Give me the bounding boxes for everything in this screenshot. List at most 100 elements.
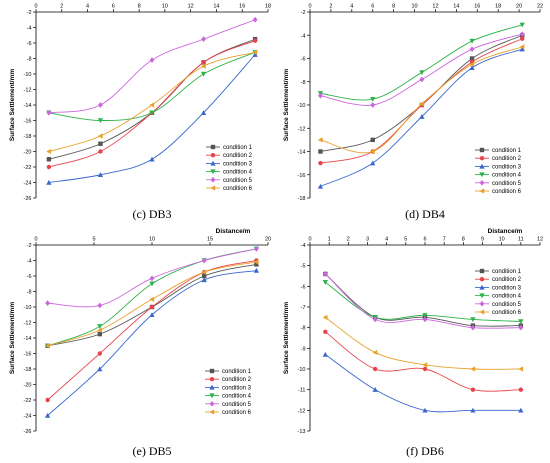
x-tick-label: 0 (34, 4, 37, 10)
x-tick-label: 18 (495, 4, 501, 10)
legend-label: condition 1 (492, 269, 522, 275)
data-point (322, 280, 328, 285)
data-point (149, 296, 155, 302)
y-axis-title: Surface Settlement/mm (9, 302, 16, 374)
series-3 (46, 51, 258, 185)
x-tick-label: 5 (404, 237, 407, 243)
y-tick-label: -14 (24, 103, 32, 109)
x-tick-label: 7 (443, 237, 446, 243)
legend-label: condition 3 (223, 161, 253, 167)
data-point (469, 46, 475, 53)
y-tick-label: -2 (301, 10, 306, 16)
legend-label: condition 5 (222, 402, 252, 408)
data-point (470, 387, 476, 392)
data-point (97, 366, 103, 372)
data-point (44, 343, 50, 349)
data-point (470, 366, 476, 372)
data-point (317, 137, 323, 143)
x-tick-label: 4 (86, 4, 89, 10)
panel-caption: (f) DB6 (406, 444, 444, 458)
data-point (519, 44, 525, 50)
data-point (370, 96, 376, 102)
series-5 (46, 16, 258, 116)
series-line (320, 38, 523, 164)
series-3 (322, 351, 524, 413)
data-point (149, 57, 155, 63)
legend-label: condition 1 (222, 369, 252, 375)
x-tick-label: 1 (328, 237, 331, 243)
data-point (97, 118, 104, 124)
legend-label: condition 4 (223, 170, 253, 176)
data-point (422, 316, 428, 323)
y-tick-label: -10 (298, 103, 306, 109)
data-point (201, 277, 207, 283)
y-tick-label: -5 (301, 264, 306, 270)
y-tick-label: -12 (298, 408, 306, 414)
data-point (201, 269, 207, 275)
data-point (419, 70, 425, 76)
data-point (201, 257, 207, 264)
x-tick-label: 14 (213, 4, 219, 10)
data-point (252, 38, 258, 43)
legend-marker (479, 300, 485, 307)
data-point (149, 110, 155, 116)
data-point (318, 92, 323, 99)
y-tick-label: -11 (298, 388, 306, 394)
legend-marker (210, 153, 216, 158)
y-tick-label: -20 (24, 150, 32, 156)
legend-marker (479, 277, 485, 282)
x-tick-label: 10 (499, 237, 505, 243)
data-point (470, 317, 476, 323)
data-point (46, 164, 52, 170)
x-tick-label: 2 (347, 237, 350, 243)
data-point (469, 65, 475, 70)
data-point (46, 157, 52, 162)
legend-marker (210, 185, 216, 191)
data-point (44, 412, 51, 418)
data-point (253, 259, 259, 265)
x-tick-label: 10 (162, 4, 168, 10)
x-tick-label: 0 (34, 237, 37, 243)
data-point (149, 312, 155, 317)
legend: condition 1 condition 2 condition 3 conditi… (475, 147, 522, 195)
legend-marker (209, 400, 215, 407)
data-point (322, 271, 328, 277)
series-line (325, 354, 521, 413)
legend-label: condition 6 (492, 310, 522, 316)
y-tick-label: -18 (24, 367, 32, 373)
y-axis-title: Surface Settlement/mm (9, 69, 16, 141)
y-axis-title: Surface Settlement/mm (283, 69, 290, 141)
legend: condition 1 condition 2 condition 3 conditi… (475, 268, 522, 316)
y-tick-label: -22 (24, 165, 32, 171)
x-tick-label: 0 (308, 237, 311, 243)
y-tick-label: -8 (27, 57, 32, 63)
data-point (519, 22, 525, 28)
series-2 (323, 329, 524, 392)
chart-panel-4: 0 1 2 3 4 5 6 7 8 9 10 11 12-13-12-11-10-9-8-7-6-5-4… (283, 228, 543, 458)
data-point (370, 160, 376, 166)
data-point (518, 319, 524, 325)
y-tick-label: -13 (298, 429, 306, 435)
x-axis-title: Distance/m (216, 228, 251, 235)
data-point (519, 31, 525, 37)
series-6 (317, 44, 525, 155)
y-tick-label: -26 (24, 429, 32, 435)
y-tick-label: -18 (24, 134, 32, 140)
legend-marker (210, 160, 216, 166)
series-6 (46, 49, 258, 155)
legend-marker (479, 163, 485, 169)
data-point (46, 109, 52, 116)
legend-label: condition 2 (492, 277, 522, 283)
data-point (253, 246, 259, 252)
y-tick-label: -12 (298, 126, 306, 132)
x-tick-label: 16 (239, 4, 245, 10)
x-tick-label: 4 (350, 4, 353, 10)
y-tick-label: -24 (24, 181, 32, 187)
series-6 (44, 259, 259, 349)
data-point (372, 387, 378, 392)
x-tick-label: 2 (329, 4, 332, 10)
data-point (422, 313, 428, 318)
data-point (370, 102, 376, 108)
x-tick-label: 15 (207, 237, 213, 243)
data-point (253, 267, 260, 273)
